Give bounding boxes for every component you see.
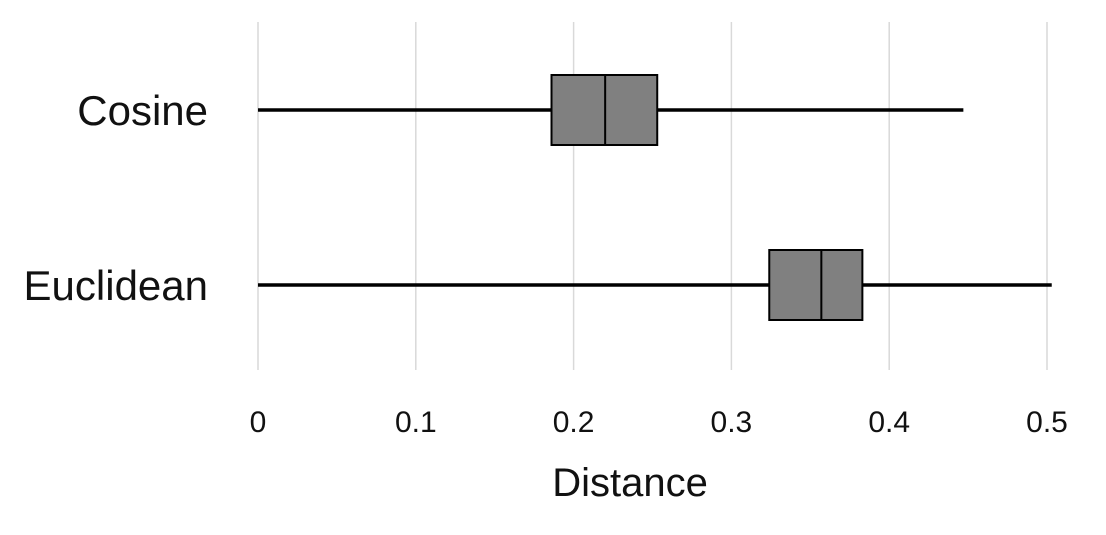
box-layer [550,74,864,321]
x-tick-label: 0.4 [868,406,910,439]
box-iqr [768,249,864,321]
x-tick-label: 0.1 [395,406,437,439]
label-layer: 0 0.1 0.2 0.3 0.4 0.5 Cosine Euclidean [24,87,1068,439]
x-tick-label: 0.5 [1026,406,1068,439]
category-label: Cosine [77,87,208,134]
x-tick-label: 0 [250,406,267,439]
x-axis-title: Distance [552,461,708,505]
x-tick-label: 0.2 [553,406,595,439]
category-label: Euclidean [24,262,208,309]
x-tick-label: 0.3 [711,406,753,439]
